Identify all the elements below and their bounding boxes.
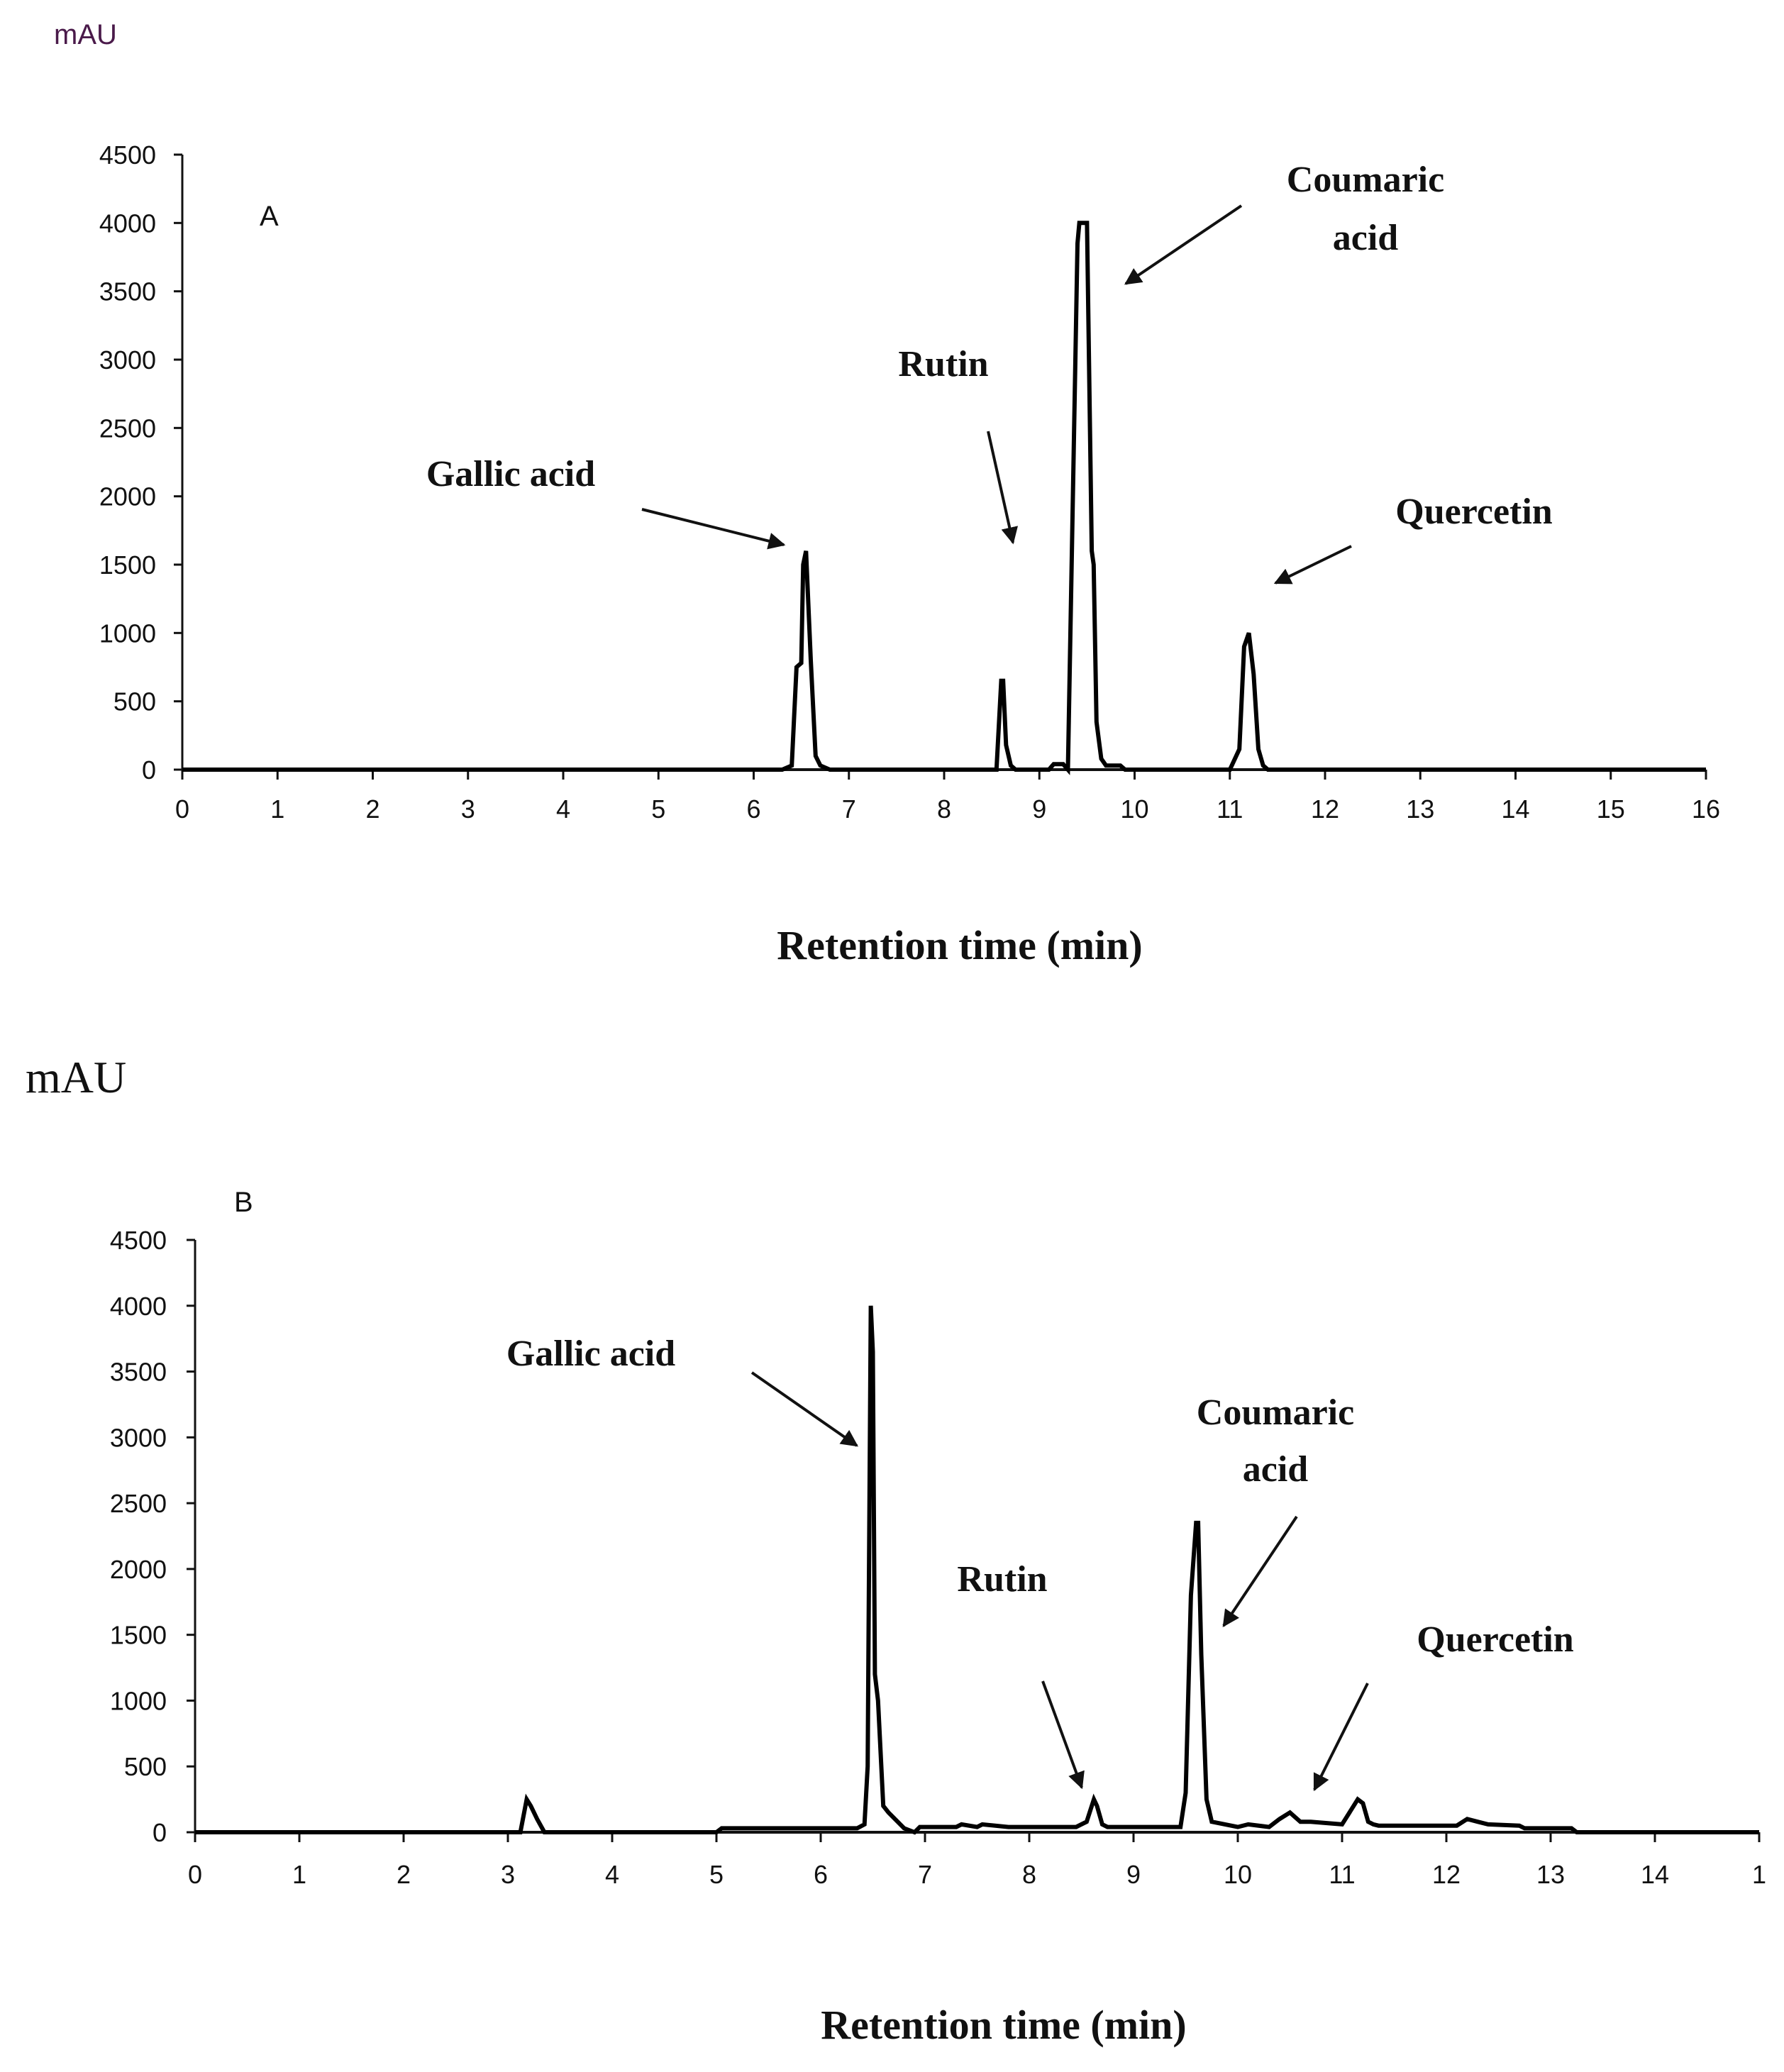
panel-b-y-tick-label: 2500 [110, 1489, 167, 1518]
panel-a-y-tick-label: 1000 [99, 619, 156, 648]
panel-b-x-tick-label: 6 [814, 1860, 828, 1889]
panel-a-annotation-arrow [1273, 545, 1352, 585]
panel-b-x-tick-label: 0 [188, 1860, 202, 1889]
panel-a-x-axis-label: Retention time (min) [777, 922, 1142, 968]
panel-b-x-tick-label: 5 [709, 1860, 724, 1889]
panel-b-y-tick-label: 4500 [110, 1226, 167, 1255]
panel-a-y-tick-label: 500 [113, 687, 156, 716]
panel-b-y-tick-label: 3000 [110, 1423, 167, 1452]
panel-a-annotation-arrow [641, 508, 786, 550]
panel-a-y-tick-label: 2000 [99, 482, 156, 511]
panel-a-chromatogram-line [182, 221, 1706, 775]
panel-a-annotation-arrow [987, 431, 1019, 545]
panel-b-x-tick-label: 3 [501, 1860, 515, 1889]
panel-a-x-tick-label: 14 [1501, 794, 1529, 824]
panel-a-y-tick-label: 1500 [99, 550, 156, 580]
panel-b-x-tick-label: 14 [1641, 1860, 1669, 1889]
panel-b-x-tick-label: 13 [1536, 1860, 1565, 1889]
panel-a-x-tick-label: 10 [1120, 794, 1148, 824]
panel-a-x-tick-label: 11 [1217, 794, 1243, 824]
panel-a-x-tick-label: 0 [175, 794, 189, 824]
panel-a-y-tick-label: 4000 [99, 209, 156, 238]
panel-b-x-tick-label: 2 [397, 1860, 411, 1889]
panel-b: mAU B Retention time (min) 0 500 1000 1500 2… [26, 1052, 1766, 2048]
panel-b-annotation-arrow [750, 1371, 858, 1447]
panel-a-y-unit: mAU [54, 19, 117, 50]
panel-a-y-tick-label: 0 [142, 755, 156, 785]
panel-a-x-tick-label: 4 [556, 794, 570, 824]
panel-b-y-unit: mAU [26, 1052, 126, 1102]
panel-b-y-tick-label: 0 [153, 1818, 167, 1847]
panel-a-x-tick-label: 5 [651, 794, 665, 824]
panel-a-peak-annotation: Rutin [898, 344, 988, 384]
panel-a-x-tick-label: 6 [746, 794, 760, 824]
panel-a-peak-annotation: Gallic acid [426, 454, 595, 494]
panel-b-annotation-arrow [1041, 1680, 1085, 1790]
panel-a: mAU A Retention time (min) 0 500 1000 1500 2… [54, 19, 1720, 968]
panel-b-y-tick-label: 3500 [110, 1358, 167, 1387]
panel-a-x-tick-label: 7 [842, 794, 856, 824]
panel-b-x-tick-label: 10 [1224, 1860, 1252, 1889]
panel-a-x-tick-label: 15 [1597, 794, 1625, 824]
panel-a-x-tick-label: 1 [270, 794, 284, 824]
panel-a-x-tick-label: 12 [1311, 794, 1339, 824]
panel-b-x-tick-label: 4 [605, 1860, 619, 1889]
panel-b-x-tick-label: 7 [918, 1860, 932, 1889]
panel-b-annotation-arrow [1313, 1683, 1369, 1792]
panel-b-x-tick-label: 1 [292, 1860, 306, 1889]
panel-b-y-tick-label: 1500 [110, 1621, 167, 1650]
panel-b-peak-annotation: Gallic acid [506, 1334, 675, 1374]
panel-a-peak-annotation: Quercetin [1395, 492, 1553, 532]
panel-a-peak-annotation: Coumaric acid [1287, 160, 1444, 258]
panel-a-y-tick-label: 3500 [99, 277, 156, 306]
panel-b-chromatogram-line [195, 1305, 1759, 1835]
panel-b-x-tick-label: 8 [1022, 1860, 1036, 1889]
panel-b-y-tick-label: 1000 [110, 1686, 167, 1715]
panel-b-x-tick-label: 11 [1329, 1860, 1355, 1889]
panel-a-annotation-arrow [1124, 204, 1243, 285]
panel-b-x-tick-label: 12 [1432, 1860, 1461, 1889]
panel-b-annotation-arrow [1222, 1515, 1298, 1627]
panel-b-x-tick-label: 1 [1752, 1860, 1766, 1889]
panel-a-x-tick-label: 9 [1032, 794, 1046, 824]
panel-a-x-tick-label: 13 [1406, 794, 1434, 824]
panel-b-x-axis-label: Retention time (min) [821, 2002, 1186, 2048]
panel-a-x-tick-label: 3 [461, 794, 475, 824]
panel-a-x-tick-label: 16 [1692, 794, 1720, 824]
panel-b-x-tick-label: 9 [1126, 1860, 1141, 1889]
panel-a-y-tick-label: 3000 [99, 345, 156, 375]
panel-a-x-tick-label: 2 [365, 794, 379, 824]
panel-a-y-tick-label: 4500 [99, 140, 156, 170]
panel-b-peak-annotation: Rutin [957, 1559, 1047, 1600]
panel-b-peak-annotation: Coumaric acid [1197, 1392, 1354, 1490]
panel-b-y-tick-label: 500 [124, 1752, 167, 1781]
panel-b-label: B [234, 1187, 253, 1218]
panel-a-y-tick-label: 2500 [99, 414, 156, 443]
panel-a-x-tick-label: 8 [937, 794, 951, 824]
panel-a-label: A [260, 201, 279, 232]
panel-b-y-tick-label: 2000 [110, 1555, 167, 1584]
panel-b-y-tick-label: 4000 [110, 1292, 167, 1321]
panel-b-peak-annotation: Quercetin [1417, 1619, 1574, 1660]
